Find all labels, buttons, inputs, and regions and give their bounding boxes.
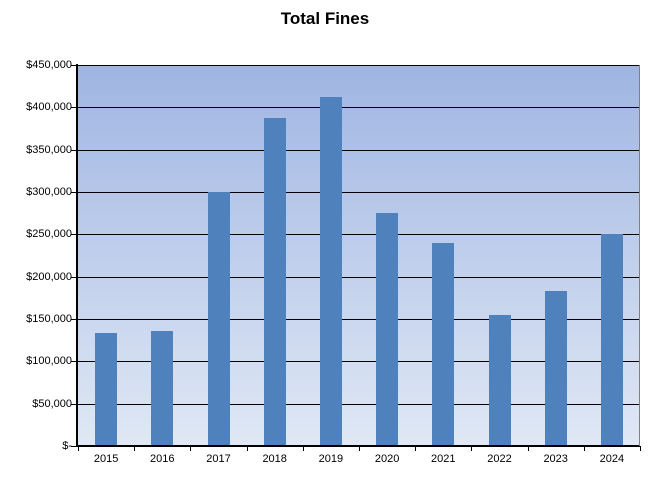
x-axis-tick	[359, 446, 360, 451]
y-axis-label: $250,000	[26, 228, 72, 241]
y-axis-label: $200,000	[26, 270, 72, 283]
bar-2019	[319, 97, 342, 446]
gridline	[78, 276, 640, 278]
bar-2018	[263, 117, 286, 446]
y-axis-label: $300,000	[26, 186, 72, 198]
x-axis-label: 2021	[431, 453, 456, 465]
gridline	[78, 319, 640, 320]
x-axis-line	[76, 445, 640, 447]
gridline	[78, 361, 640, 363]
y-axis-tick	[71, 446, 77, 447]
gridline	[78, 65, 640, 66]
y-axis-tick	[71, 234, 77, 236]
y-axis-tick	[71, 192, 77, 193]
x-axis-tick	[415, 446, 417, 451]
x-axis-tick	[640, 446, 641, 451]
x-axis-label: 2018	[262, 453, 287, 465]
y-axis-label: $450,000	[26, 59, 72, 71]
bar-2015	[95, 332, 118, 446]
x-axis-label: 2020	[374, 453, 400, 465]
x-axis-tick	[134, 446, 136, 451]
y-axis-line	[76, 64, 78, 447]
y-axis-label: $150,000	[26, 313, 72, 325]
y-axis-tick	[71, 65, 77, 66]
y-axis-tick	[71, 107, 77, 109]
x-axis-tick	[471, 446, 473, 451]
y-axis-label: $-	[62, 440, 72, 452]
y-axis-tick	[71, 276, 77, 278]
gridline	[78, 234, 640, 236]
bar-2021	[432, 242, 455, 446]
y-axis-label: $50,000	[32, 397, 72, 410]
x-axis-tick	[527, 446, 529, 451]
x-axis-label: 2023	[543, 453, 568, 465]
bar-2020	[376, 213, 399, 446]
x-axis-label: 2015	[93, 453, 119, 465]
x-axis-label: 2024	[599, 453, 625, 465]
gridline	[78, 149, 640, 151]
x-axis-tick	[246, 446, 248, 451]
bar-2022	[488, 314, 511, 446]
x-axis-label: 2019	[318, 453, 344, 465]
chart-title: Total Fines	[280, 9, 370, 28]
bar-2024	[600, 234, 623, 446]
plot-right-border	[639, 65, 640, 446]
x-axis-tick	[583, 446, 585, 451]
y-axis-label: $100,000	[26, 355, 72, 368]
y-axis-tick	[71, 319, 77, 320]
bar-2017	[207, 192, 230, 446]
x-axis-tick	[78, 446, 79, 451]
y-axis-tick	[71, 361, 77, 363]
x-axis-label: 2022	[487, 453, 512, 465]
gridline	[78, 403, 640, 405]
y-axis-label: $350,000	[26, 143, 72, 156]
gridline	[78, 107, 640, 109]
y-axis-label: $400,000	[26, 101, 72, 114]
bar-2023	[544, 291, 567, 446]
x-axis-label: 2016	[150, 453, 175, 465]
plot-area	[78, 65, 640, 446]
x-axis-label: 2017	[206, 453, 231, 465]
y-axis-tick	[71, 403, 77, 405]
x-axis-tick	[190, 446, 192, 451]
x-axis-tick	[302, 446, 304, 451]
gridline	[78, 192, 640, 193]
bar-2016	[151, 330, 174, 446]
y-axis-tick	[71, 149, 77, 151]
